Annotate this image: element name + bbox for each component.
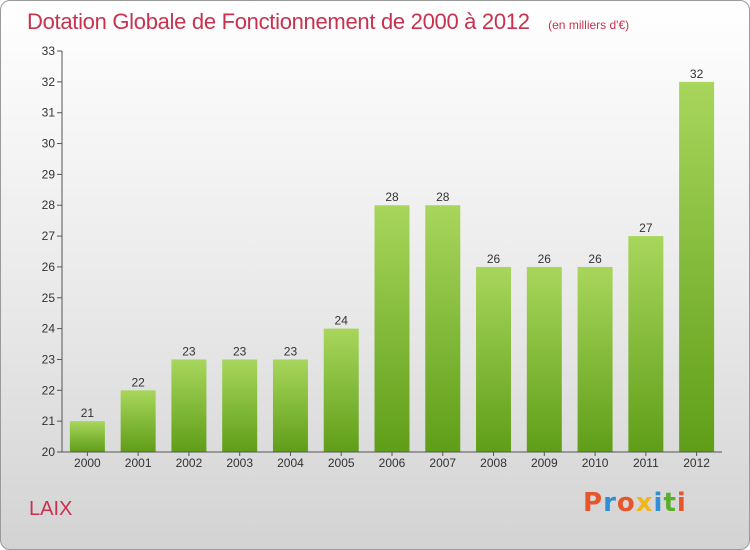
chart-title-main: Dotation Globale de Fonctionnement de 20… [27, 9, 530, 34]
bar-2005 [323, 328, 359, 452]
chart-title: Dotation Globale de Fonctionnement de 20… [27, 9, 629, 35]
bar-value-label: 26 [487, 252, 501, 266]
x-tick-label: 2009 [531, 456, 558, 470]
proxiti-logo: Proxiti [583, 488, 687, 518]
x-tick-label: 2010 [582, 456, 609, 470]
bar-value-label: 21 [81, 406, 95, 420]
y-tick-label: 20 [42, 445, 56, 459]
bar-2012 [679, 81, 715, 452]
bar-2001 [120, 390, 156, 452]
commune-name: LAIX [29, 498, 73, 520]
y-tick-label: 25 [42, 291, 56, 305]
y-tick-label: 31 [42, 106, 56, 120]
bar-value-label: 28 [385, 190, 399, 204]
y-tick-label: 26 [42, 260, 56, 274]
x-tick-label: 2008 [480, 456, 507, 470]
y-tick-label: 33 [42, 44, 56, 58]
y-tick-label: 22 [42, 383, 56, 397]
chart-title-unit: (en milliers d'€) [548, 18, 630, 32]
x-tick-label: 2001 [125, 456, 152, 470]
x-tick-label: 2006 [379, 456, 406, 470]
logo-letter: t [663, 488, 677, 518]
bar-value-label: 22 [131, 375, 145, 389]
logo-letter: P [583, 488, 604, 518]
logo-letter: i [676, 488, 687, 518]
bar-2006 [374, 205, 410, 452]
x-tick-label: 2011 [633, 456, 659, 470]
x-tick-label: 2012 [683, 456, 710, 470]
bar-value-label: 32 [690, 67, 704, 81]
bar-2010 [577, 266, 613, 452]
logo-letter: i [653, 488, 664, 518]
y-tick-label: 23 [42, 352, 56, 366]
x-tick-label: 2005 [328, 456, 355, 470]
bars-group: 21 22 23 23 23 24 28 28 26 26 26 27 32 [69, 67, 715, 452]
bar-2009 [526, 266, 562, 452]
bar-value-label: 23 [233, 344, 247, 358]
logo-letter: x [635, 488, 654, 518]
logo-letter: o [616, 488, 636, 518]
logo-letter: r [603, 488, 617, 518]
bar-value-label: 26 [588, 252, 602, 266]
x-tick-label: 2003 [226, 456, 253, 470]
y-tick-label: 24 [42, 322, 56, 336]
bar-value-label: 23 [182, 344, 196, 358]
bar-value-label: 27 [639, 221, 653, 235]
bar-value-label: 24 [335, 314, 349, 328]
x-tick-label: 2007 [429, 456, 456, 470]
bar-2007 [425, 205, 461, 452]
bar-value-label: 23 [284, 344, 298, 358]
axes-group: 2000 2001 2002 2003 2004 2005 2006 2007 2008 2009… [42, 44, 722, 470]
bar-2000 [69, 421, 105, 452]
bar-2003 [222, 359, 258, 452]
bar-value-label: 28 [436, 190, 450, 204]
bar-value-label: 26 [538, 252, 552, 266]
y-tick-label: 27 [42, 229, 56, 243]
x-tick-label: 2000 [74, 456, 101, 470]
bar-2008 [476, 266, 512, 452]
bar-2002 [171, 359, 207, 452]
bar-2011 [628, 236, 664, 452]
y-tick-label: 32 [42, 75, 56, 89]
y-tick-label: 29 [42, 167, 56, 181]
y-tick-label: 30 [42, 137, 56, 151]
bar-2004 [272, 359, 308, 452]
x-tick-label: 2004 [277, 456, 304, 470]
y-tick-label: 21 [42, 414, 56, 428]
x-tick-label: 2002 [176, 456, 203, 470]
y-tick-label: 28 [42, 198, 56, 212]
